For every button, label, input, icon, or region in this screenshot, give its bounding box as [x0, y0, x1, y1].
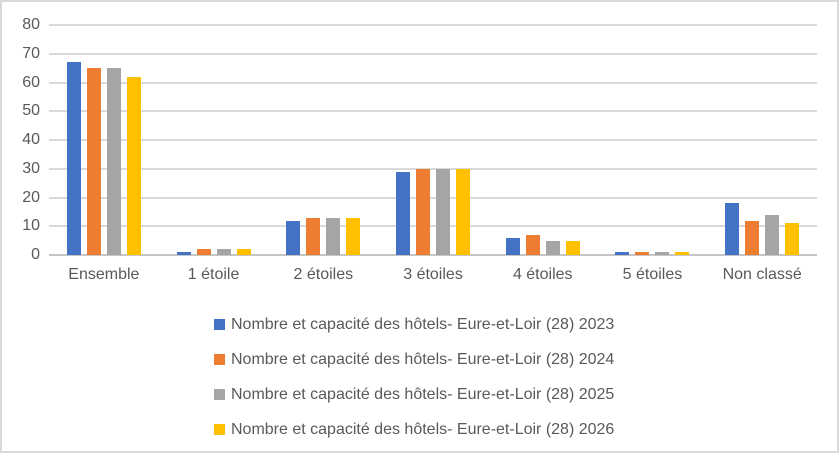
bar-2026-non-classé: [785, 223, 800, 255]
bar-group: [598, 25, 708, 255]
y-axis-tick-label: 70: [22, 44, 40, 62]
legend-label: Nombre et capacité des hôtels- Eure-et-L…: [231, 350, 615, 368]
bar-group: [378, 25, 488, 255]
x-axis-labels: Ensemble 1 étoile 2 étoiles 3 étoiles 4 étoi…: [49, 266, 817, 284]
legend-item: Nombre et capacité des hôtels- Eure-et-L…: [214, 342, 614, 377]
bar-2024-non-classé: [745, 220, 760, 255]
bar-2026-4-étoiles: [565, 240, 580, 255]
bar-2024-5-étoiles: [635, 252, 650, 255]
bar-2023-2-étoiles: [286, 220, 301, 255]
bar-2024-3-étoiles: [416, 168, 431, 255]
legend-item: Nombre et capacité des hôtels- Eure-et-L…: [214, 307, 614, 342]
x-axis-category-label: Ensemble: [68, 266, 140, 283]
bar-2023-5-étoiles: [615, 252, 630, 255]
bar-2026-5-étoiles: [675, 252, 690, 255]
bar-group: [488, 25, 598, 255]
legend-item: Nombre et capacité des hôtels- Eure-et-L…: [214, 412, 614, 447]
x-axis-category-label: 2 étoiles: [293, 266, 354, 283]
y-axis-tick-label: 30: [22, 159, 40, 177]
gridline: [49, 196, 817, 199]
bar-2025-non-classé: [765, 214, 780, 255]
legend-marker-icon: [214, 354, 225, 365]
gridline: [49, 167, 817, 170]
legend-marker-icon: [214, 424, 225, 435]
legend-label: Nombre et capacité des hôtels- Eure-et-L…: [231, 315, 615, 333]
bar-2025-5-étoiles: [655, 252, 670, 255]
legend: Nombre et capacité des hôtels- Eure-et-L…: [214, 307, 614, 447]
y-axis-tick-label: 40: [22, 131, 40, 148]
bar-group: [49, 25, 159, 255]
legend-marker-icon: [214, 389, 225, 400]
bar-2025-2-étoiles: [326, 217, 341, 255]
bar-group: [159, 25, 269, 255]
gridline: [49, 225, 817, 228]
y-axis-tick-label: 20: [22, 188, 40, 206]
legend-label: Nombre et capacité des hôtels- Eure-et-L…: [231, 385, 615, 403]
bar-2026-3-étoiles: [456, 168, 471, 255]
x-axis-category-label: 1 étoile: [187, 266, 240, 283]
legend-item: Nombre et capacité des hôtels- Eure-et-L…: [214, 377, 614, 412]
gridline: [49, 24, 817, 26]
x-axis-category-label: 5 étoiles: [622, 266, 683, 283]
bar-group: [707, 25, 817, 255]
bar-2023-non-classé: [725, 203, 740, 255]
bar-2023-4-étoiles: [505, 237, 520, 255]
gridline: [49, 52, 817, 55]
bar-groups: [49, 25, 817, 255]
bar-2024-ensemble: [86, 68, 101, 255]
y-axis-tick-label: 80: [22, 16, 40, 33]
bar-2023-3-étoiles: [396, 171, 411, 255]
bar-2025-4-étoiles: [545, 240, 560, 255]
bar-2025-ensemble: [106, 68, 121, 255]
bar-2026-ensemble: [126, 76, 141, 255]
y-axis-tick-label: 0: [31, 246, 40, 263]
bar-2024-4-étoiles: [525, 234, 540, 255]
x-axis-category-label: 4 étoiles: [512, 266, 573, 283]
bar-2023-ensemble: [66, 62, 81, 255]
x-axis-category-label: Non classé: [722, 266, 802, 283]
legend-label: Nombre et capacité des hôtels- Eure-et-L…: [231, 420, 615, 438]
y-axis-tick-label: 60: [22, 73, 40, 91]
bar-2023-1-étoile: [176, 252, 191, 255]
gridline: [49, 139, 817, 141]
y-axis-tick-label: 10: [22, 217, 40, 235]
gridline: [49, 81, 817, 84]
bar-2025-3-étoiles: [436, 168, 451, 255]
bar-2024-2-étoiles: [306, 217, 321, 255]
bar-group: [268, 25, 378, 255]
bar-2024-1-étoile: [196, 249, 211, 255]
bar-2026-1-étoile: [236, 249, 251, 255]
y-axis-tick-label: 50: [22, 102, 40, 120]
x-axis-category-label: 3 étoiles: [403, 266, 463, 283]
gridline: [49, 110, 817, 113]
bar-2026-2-étoiles: [346, 217, 361, 255]
legend-marker-icon: [214, 319, 225, 330]
x-axis-line: [49, 254, 817, 256]
bar-2025-1-étoile: [216, 249, 231, 255]
